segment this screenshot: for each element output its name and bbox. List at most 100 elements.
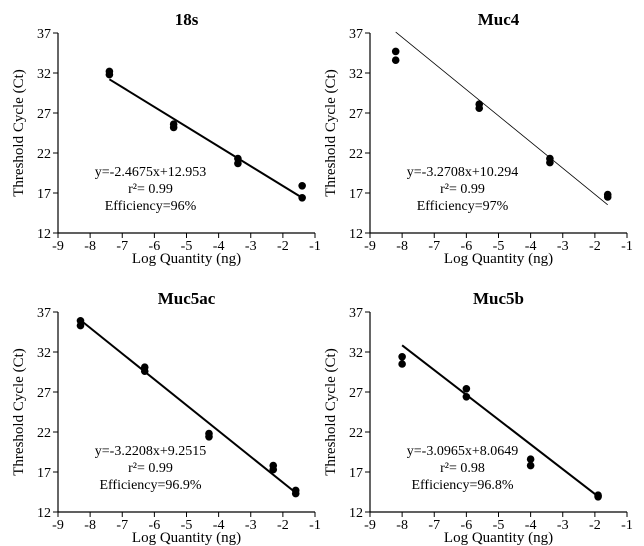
y-tick-label: 22	[37, 426, 51, 441]
x-tick-label: -9	[52, 239, 64, 254]
data-point	[298, 182, 306, 190]
y-tick-label: 27	[349, 386, 363, 401]
y-tick-label: 32	[349, 346, 363, 361]
equation-annotation: y=-3.0965x+8.0649	[407, 444, 518, 459]
y-axis-label: Threshold Cycle (Ct)	[11, 69, 27, 196]
data-point	[205, 433, 213, 441]
y-tick-label: 17	[37, 466, 51, 481]
y-tick-label: 17	[349, 187, 363, 202]
x-tick-label: -9	[52, 518, 64, 533]
chart-title: Muc5ac	[158, 289, 216, 308]
y-tick-label: 12	[349, 227, 363, 242]
x-tick-label: -4	[525, 518, 537, 533]
y-tick-label: 37	[37, 27, 51, 42]
x-tick-label: -5	[493, 239, 505, 254]
chart-title: 18s	[175, 10, 199, 29]
x-axis-label: Log Quantity (ng)	[132, 251, 241, 267]
regression-line	[401, 344, 599, 498]
data-point	[546, 158, 554, 167]
y-axis-label: Threshold Cycle (Ct)	[323, 69, 339, 196]
data-point	[269, 465, 278, 474]
equation-annotation: y=-3.2208x+9.2515	[95, 444, 206, 459]
x-tick-label: -1	[309, 239, 321, 254]
x-tick-label: -5	[493, 518, 505, 533]
data-point	[169, 123, 178, 132]
y-axis-label: Threshold Cycle (Ct)	[323, 348, 339, 475]
y-tick-label: 12	[37, 227, 51, 242]
x-tick-label: -1	[309, 518, 321, 533]
y-tick-label: 27	[37, 107, 51, 122]
x-tick-label: -6	[461, 518, 473, 533]
x-tick-label: -8	[396, 518, 408, 533]
y-tick-label: 27	[37, 386, 51, 401]
equation-annotation: Efficiency=96.9%	[99, 478, 201, 493]
x-tick-label: -3	[245, 518, 257, 533]
y-tick-label: 37	[37, 306, 51, 321]
chart-title: Muc4	[478, 10, 520, 29]
data-point	[140, 367, 149, 376]
x-tick-label: -7	[116, 239, 128, 254]
data-point	[291, 489, 300, 498]
y-tick-label: 32	[37, 346, 51, 361]
equation-annotation: y=-3.2708x+10.294	[407, 165, 518, 180]
chart-panel-muc5ac: Muc5ac 12 17 22 27 32 37 -9 -8 -7 -6 -5 -4 -3 -2 -1 Log …	[11, 289, 321, 546]
equation-annotation: y=-2.4675x+12.953	[95, 165, 206, 180]
regression-line	[108, 78, 303, 199]
data-point	[462, 393, 471, 401]
y-tick-label: 22	[37, 147, 51, 162]
data-point	[398, 353, 406, 361]
x-tick-label: -4	[213, 239, 225, 254]
data-point	[234, 159, 242, 168]
data-point	[526, 455, 535, 464]
x-tick-label: -9	[364, 239, 376, 254]
regression-line	[79, 319, 297, 494]
y-tick-label: 37	[349, 306, 363, 321]
x-tick-label: -8	[84, 239, 96, 254]
equation-annotation: r²= 0.98	[440, 461, 485, 476]
y-tick-label: 32	[37, 67, 51, 82]
y-tick-label: 32	[349, 67, 363, 82]
data-point	[475, 104, 484, 112]
data-point	[462, 385, 471, 393]
y-tick-label: 22	[349, 426, 363, 441]
x-tick-label: -4	[213, 518, 225, 533]
x-tick-label: -2	[277, 518, 289, 533]
equation-annotation: Efficiency=97%	[417, 199, 509, 214]
regression-line	[395, 31, 608, 206]
x-tick-label: -2	[589, 518, 601, 533]
x-tick-label: -8	[84, 518, 96, 533]
x-axis-label: Log Quantity (ng)	[444, 251, 553, 267]
x-axis-label: Log Quantity (ng)	[132, 530, 241, 546]
x-tick-label: -1	[621, 239, 633, 254]
x-axis-label: Log Quantity (ng)	[444, 530, 553, 546]
data-point	[603, 193, 612, 201]
y-tick-label: 12	[349, 506, 363, 521]
data-point	[391, 56, 400, 64]
y-tick-label: 37	[349, 27, 363, 42]
x-tick-label: -6	[149, 239, 161, 254]
data-point	[76, 321, 85, 330]
data-point	[391, 47, 400, 56]
chart-panel-18s: 18s 12 17 22 27 32 37 -9 -8 -7 -6 -5 -4 -3 -2 -1 Log Qua…	[11, 10, 321, 267]
y-tick-label: 27	[349, 107, 363, 122]
x-tick-label: -5	[181, 518, 193, 533]
equation-annotation: Efficiency=96.8%	[411, 478, 513, 493]
y-tick-label: 17	[37, 187, 51, 202]
x-tick-label: -7	[428, 239, 440, 254]
x-tick-label: -4	[525, 239, 537, 254]
data-point	[398, 360, 406, 368]
x-tick-label: -1	[621, 518, 633, 533]
x-tick-label: -7	[428, 518, 440, 533]
x-tick-label: -7	[116, 518, 128, 533]
x-tick-label: -3	[557, 239, 569, 254]
equation-annotation: r²= 0.99	[440, 182, 485, 197]
x-tick-label: -8	[396, 239, 408, 254]
x-tick-label: -6	[461, 239, 473, 254]
data-point	[298, 194, 306, 202]
chart-panel-muc5b: Muc5b 12 17 22 27 32 37 -9 -8 -7 -6 -5 -4 -3 -2 -1 Log Q…	[323, 289, 633, 546]
y-tick-label: 22	[349, 147, 363, 162]
chart-title: Muc5b	[473, 289, 524, 308]
x-tick-label: -2	[277, 239, 289, 254]
data-point	[594, 493, 602, 501]
